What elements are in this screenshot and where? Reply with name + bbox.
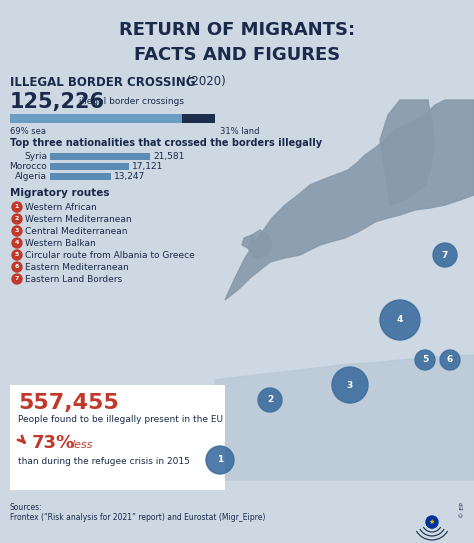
Text: 6: 6 [447,356,453,364]
Bar [50,153,150,160]
Text: 13,247: 13,247 [114,172,146,181]
Text: Algeria: Algeria [15,172,47,181]
Circle shape [12,202,22,212]
Text: 1: 1 [217,456,223,464]
Text: Sources:: Sources: [10,503,43,513]
Text: Eastern Mediterranean: Eastern Mediterranean [25,262,129,272]
Bar [182,114,260,123]
Circle shape [426,516,438,528]
Text: © EP: © EP [460,502,465,518]
Text: 69% sea: 69% sea [10,127,46,136]
Circle shape [206,446,234,474]
Circle shape [415,350,435,370]
Text: Morocco: Morocco [9,162,47,171]
Circle shape [332,367,368,403]
Text: Circular route from Albania to Greece: Circular route from Albania to Greece [25,250,195,260]
Polygon shape [225,100,474,300]
Text: ILLEGAL BORDER CROSSING: ILLEGAL BORDER CROSSING [10,75,195,89]
Text: 1: 1 [15,205,19,210]
Polygon shape [248,230,272,258]
Text: 4: 4 [397,315,403,325]
Text: 6: 6 [15,264,19,269]
Text: Western African: Western African [25,203,97,212]
Text: Central Mediterranean: Central Mediterranean [25,226,128,236]
Text: Western Balkan: Western Balkan [25,238,96,248]
Circle shape [12,274,22,284]
Circle shape [433,243,457,267]
Text: 125,226: 125,226 [10,92,105,112]
Text: Syria: Syria [24,152,47,161]
Text: Migratory routes: Migratory routes [10,188,109,198]
Text: illegal border crossings: illegal border crossings [76,98,184,106]
Text: FACTS AND FIGURES: FACTS AND FIGURES [134,46,340,64]
Bar [50,173,111,180]
Text: less: less [72,440,93,450]
Text: Western Mediterranean: Western Mediterranean [25,214,132,224]
Text: 3: 3 [15,229,19,233]
Text: People found to be illegally present in the EU: People found to be illegally present in … [18,415,223,425]
Text: 7: 7 [15,276,19,281]
FancyBboxPatch shape [10,385,225,490]
Text: ★: ★ [429,519,435,525]
Text: 7: 7 [442,250,448,260]
Text: 5: 5 [15,252,19,257]
Circle shape [380,300,420,340]
Text: 17,121: 17,121 [132,162,164,171]
Text: 5: 5 [422,356,428,364]
Polygon shape [380,100,435,205]
Text: 4: 4 [15,241,19,245]
Polygon shape [242,235,255,248]
Circle shape [12,214,22,224]
Text: Frontex (“Risk analysis for 2021” report) and Eurostat (Migr_Eipre): Frontex (“Risk analysis for 2021” report… [10,514,265,522]
Bar [10,114,182,123]
Circle shape [12,238,22,248]
Circle shape [12,226,22,236]
Text: 21,581: 21,581 [153,152,184,161]
Text: 2: 2 [267,395,273,405]
Text: RETURN OF MIGRANTS:: RETURN OF MIGRANTS: [119,21,355,39]
Text: Eastern Land Borders: Eastern Land Borders [25,275,122,283]
Circle shape [12,262,22,272]
Text: 557,455: 557,455 [18,393,119,413]
Circle shape [12,250,22,260]
Text: Top three nationalities that crossed the borders illegally: Top three nationalities that crossed the… [10,138,322,148]
Text: 2: 2 [15,217,19,222]
Text: than during the refugee crisis in 2015: than during the refugee crisis in 2015 [18,457,190,465]
Text: (2020): (2020) [183,75,226,89]
Circle shape [440,350,460,370]
Text: 31% land: 31% land [220,127,260,136]
Text: 3: 3 [347,381,353,389]
Circle shape [258,388,282,412]
Polygon shape [215,355,474,480]
Text: 73%: 73% [32,434,75,452]
Bar [215,70,474,480]
Bar [50,163,129,170]
